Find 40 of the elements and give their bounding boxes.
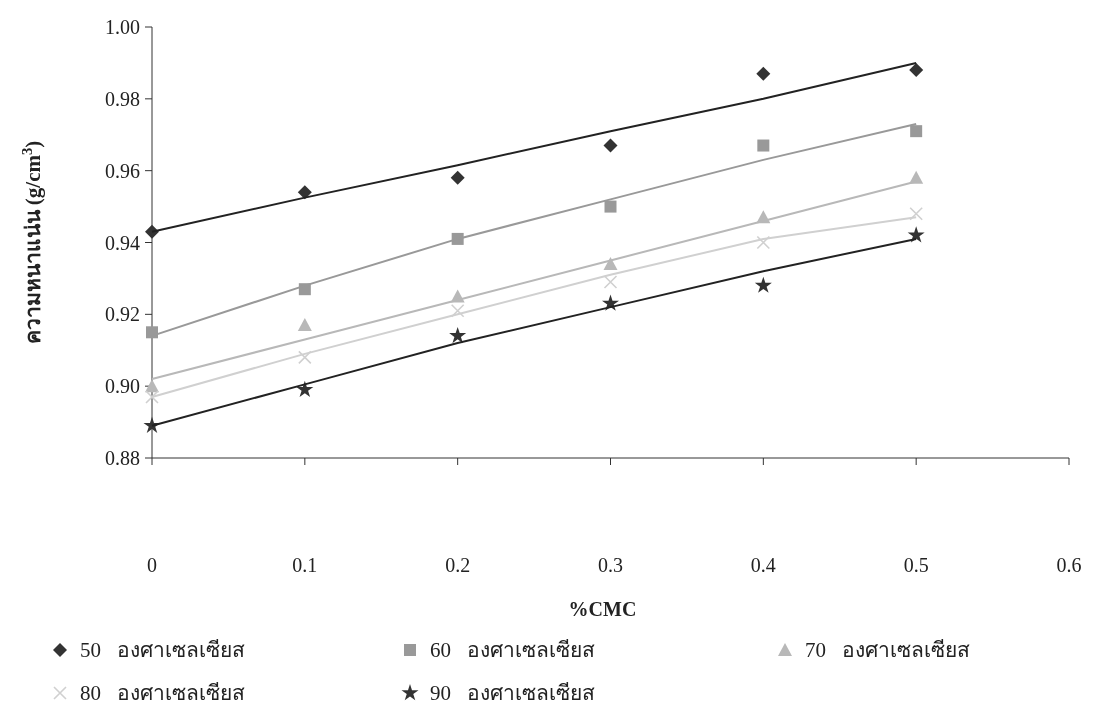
- x-tick-label: 0.3: [598, 554, 623, 576]
- legend-label: 70 องศาเซลเซียส: [805, 638, 970, 663]
- y-tick-label: 1.00: [105, 16, 140, 38]
- y-tick-label: 0.88: [105, 447, 140, 469]
- legend-label: 90 องศาเซลเซียส: [430, 681, 595, 706]
- point: [450, 303, 465, 318]
- point: [298, 350, 312, 365]
- y-tick-label: 0.92: [105, 303, 140, 326]
- point: [603, 257, 618, 271]
- point: [603, 138, 618, 153]
- x-tick-label: 0.1: [292, 554, 318, 576]
- x-tick-label: 0: [147, 554, 157, 576]
- point: [603, 275, 618, 289]
- x-tick-label: 0.4: [750, 554, 776, 576]
- point: [910, 125, 923, 138]
- legend-label: 80 องศาเซลเซียส: [80, 681, 245, 706]
- point: [756, 235, 771, 250]
- point: [297, 185, 312, 200]
- x-tick-label: 0.5: [903, 554, 929, 576]
- y-tick-label: 0.96: [105, 159, 140, 182]
- y-tick-label: 0.98: [105, 87, 140, 110]
- point: [909, 206, 923, 221]
- point: [754, 276, 772, 293]
- point: [450, 170, 465, 185]
- point: [604, 200, 617, 213]
- point: [296, 380, 314, 397]
- x-tick-label: 0.6: [1056, 554, 1082, 576]
- legend-label: 50 องศาเซลเซียส: [80, 638, 245, 663]
- y-tick-label: 0.90: [105, 375, 140, 398]
- point: [757, 139, 770, 152]
- point: [449, 326, 467, 344]
- point: [297, 318, 312, 332]
- point: [909, 63, 924, 78]
- point: [756, 66, 771, 81]
- legend-label: 60 องศาเซลเซียส: [430, 638, 595, 663]
- x-axis-title: %CMC: [568, 598, 637, 620]
- x-tick-label: 0.2: [445, 554, 471, 576]
- point: [145, 390, 159, 404]
- y-tick-label: 0.94: [105, 231, 140, 254]
- point: [146, 326, 158, 339]
